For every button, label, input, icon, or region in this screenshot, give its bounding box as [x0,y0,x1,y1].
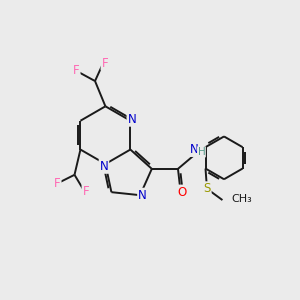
Text: F: F [54,177,61,190]
Text: N: N [100,160,108,173]
Text: N: N [128,113,136,126]
Text: F: F [101,57,108,70]
Text: H: H [198,147,205,157]
Text: S: S [203,182,211,195]
Text: O: O [177,185,187,199]
Text: N: N [138,189,147,202]
Text: F: F [82,185,89,198]
Text: N: N [190,143,199,156]
Text: CH₃: CH₃ [231,194,252,205]
Text: F: F [73,64,80,77]
